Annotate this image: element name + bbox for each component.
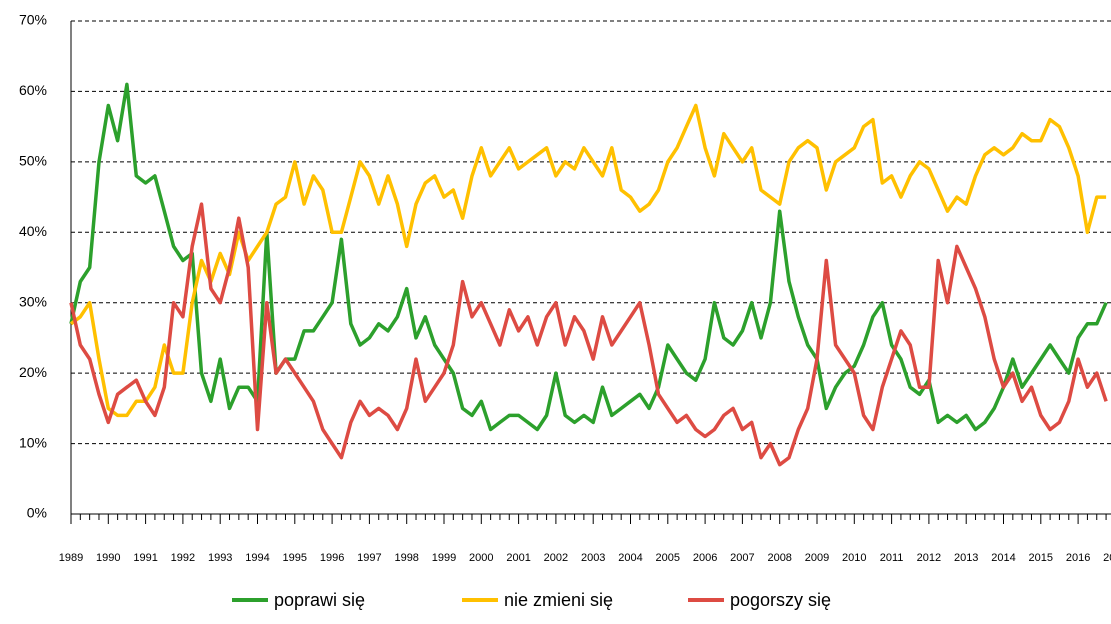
x-tick-label: 2010 [842,552,866,564]
x-tick-label: 1993 [208,552,232,564]
y-tick-label: 0% [27,505,47,521]
x-tick-label: 2017 [1103,552,1111,564]
series-line [69,202,1108,467]
x-tick-label: 2008 [767,552,791,564]
x-tick-label: 2003 [581,552,605,564]
x-tick-label: 2004 [618,552,642,564]
x-tick-label: 2014 [991,552,1015,564]
y-tick-label: 20% [19,364,47,380]
x-tick-label: 2009 [805,552,829,564]
x-tick-label: 2001 [506,552,530,564]
legend-label: pogorszy się [730,590,831,610]
x-tick-label: 2013 [954,552,978,564]
y-tick-label: 40% [19,223,47,239]
x-tick-label: 1992 [171,552,195,564]
series-line [69,82,1108,432]
y-tick-label: 70% [19,12,47,28]
x-tick-label: 2005 [656,552,680,564]
x-tick-label: 2000 [469,552,493,564]
x-tick-label: 2011 [880,552,904,564]
x-tick-label: 2015 [1029,552,1053,564]
x-tick-label: 1991 [133,552,157,564]
y-tick-label: 60% [19,82,47,98]
x-tick-label: 1995 [283,552,307,564]
x-tick-label: 1989 [59,552,83,564]
legend-label: nie zmieni się [504,590,613,610]
x-tick-label: 1996 [320,552,344,564]
x-tick-label: 2016 [1066,552,1090,564]
x-tick-label: 2007 [730,552,754,564]
y-tick-label: 10% [19,434,47,450]
x-tick-label: 1998 [394,552,418,564]
y-tick-label: 50% [19,153,47,169]
x-tick-label: 1990 [96,552,120,564]
y-tick-label: 30% [19,293,47,309]
series-line [69,103,1107,418]
x-tick-label: 1994 [245,552,269,564]
legend-label: poprawi się [274,590,365,610]
x-tick-label: 1999 [432,552,456,564]
x-tick-label: 2012 [917,552,941,564]
x-tick-label: 1997 [357,552,381,564]
x-tick-label: 2002 [544,552,568,564]
x-tick-label: 2006 [693,552,717,564]
